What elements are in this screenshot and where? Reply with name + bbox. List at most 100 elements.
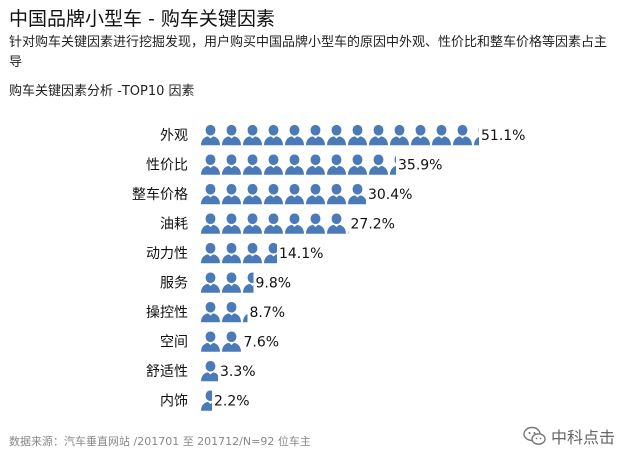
category-label: 服务 [160,275,188,291]
value-label: 3.3% [220,364,256,380]
bar-1 [201,124,479,146]
person-icon [264,242,277,264]
person-icon [306,124,325,146]
value-label: 8.7% [250,305,286,321]
person-icon [201,183,220,205]
bar-5 [201,242,277,264]
value-label: 27.2% [351,216,395,232]
person-icon [222,124,241,146]
brand-watermark: 中科点击 [523,424,615,448]
person-icon [201,360,219,382]
bar-8 [201,331,241,352]
person-icon [201,213,220,234]
person-icon [264,183,283,205]
person-icon [369,124,388,146]
person-icon [243,242,262,264]
bar-6 [201,272,254,293]
person-icon [348,230,349,234]
value-label: 35.9% [398,157,442,173]
category-label: 空间 [160,334,188,350]
bar-7 [201,301,248,323]
person-icon [243,272,254,293]
person-icon [201,331,220,352]
category-label: 内饰 [160,393,188,409]
chart-row: 操控性 8.7% [146,301,286,323]
person-icon [285,154,304,175]
chart-row: 性价比 35.9% [146,154,442,175]
person-icon [222,331,241,352]
chart-row: 内饰 2.2% [160,390,250,411]
page-subtitle: 针对购车关键因素进行挖掘发现，用户购买中国品牌小型车的原因中外观、性价比和整车价… [9,35,608,70]
person-icon [390,124,409,146]
chart-row: 外观 51.1% [160,124,525,146]
value-label: 2.2% [214,393,250,409]
brand-name: 中科点击 [551,428,616,447]
category-label: 油耗 [160,216,188,232]
person-icon [348,124,367,146]
category-label: 性价比 [146,157,188,173]
person-icon [201,272,220,293]
wechat-icon [523,426,546,445]
bar-4 [201,213,349,234]
person-icon [243,314,248,323]
value-label: 51.1% [481,128,525,144]
bar-3 [201,183,366,205]
category-label: 动力性 [146,246,188,262]
chart-row: 油耗 27.2% [160,213,395,234]
person-icon [264,154,283,175]
person-icon [306,213,325,234]
person-icon [285,213,304,234]
page-title: 中国品牌小型车 - 购车关键因素 [9,8,275,30]
person-icon [201,124,220,146]
person-icon [285,124,304,146]
category-label: 舒适性 [146,364,188,380]
person-icon [222,213,241,234]
value-label: 30.4% [368,187,412,203]
bar-10 [201,390,213,411]
value-label: 14.1% [279,246,323,262]
person-icon [222,242,241,264]
person-icon [201,301,220,323]
person-icon [201,390,213,411]
data-source-note: 数据来源：汽车垂直网站 /201701 至 201712/N=92 位车主 [9,435,311,448]
person-icon [327,183,346,205]
person-icon [222,301,241,323]
person-icon [348,154,367,175]
chart-row: 动力性 14.1% [146,242,323,264]
person-icon [474,128,479,146]
category-label: 外观 [160,128,188,144]
chart-row: 空间 7.6% [160,331,279,352]
bar-9 [201,360,219,382]
category-label: 操控性 [146,305,188,321]
person-icon [306,154,325,175]
person-icon [243,154,262,175]
person-icon [369,154,388,175]
person-icon [411,124,430,146]
person-icon [243,124,262,146]
chart-title: 购车关键因素分析 -TOP10 因素 [9,84,195,99]
person-icon [327,124,346,146]
person-icon [264,124,283,146]
person-icon [453,124,472,146]
person-icon [222,272,241,293]
person-icon [201,242,220,264]
person-icon [222,183,241,205]
person-icon [243,213,262,234]
category-label: 整车价格 [132,186,188,203]
person-icon [243,183,262,205]
person-icon [285,183,304,205]
person-icon [327,213,346,234]
person-icon [327,154,346,175]
value-label: 9.8% [256,275,292,291]
value-label: 7.6% [243,334,279,350]
person-icon [264,213,283,234]
person-icon [390,155,397,175]
person-icon [432,124,451,146]
person-icon [348,183,366,205]
person-icon [222,154,241,175]
chart-row: 服务 9.8% [160,272,292,293]
chart-row: 舒适性 3.3% [146,360,256,382]
person-icon [201,154,220,175]
bar-2 [201,154,397,175]
